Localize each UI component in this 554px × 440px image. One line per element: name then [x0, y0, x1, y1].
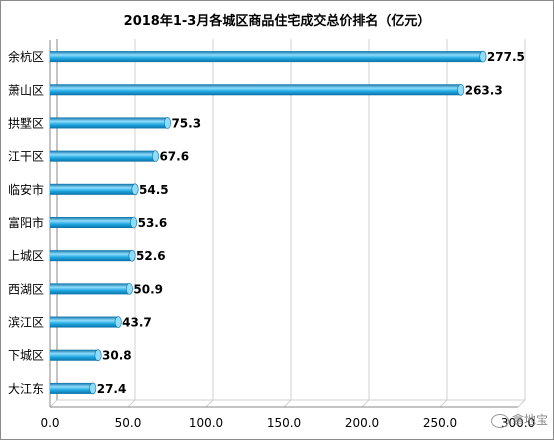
bar-body: [50, 349, 99, 361]
data-label: 67.6: [159, 150, 189, 164]
data-label: 50.9: [133, 282, 163, 296]
bar-body: [50, 51, 483, 63]
x-tick-label: 250.0: [423, 416, 457, 430]
bar-cap: [131, 183, 139, 196]
x-tick-label: 300.0: [501, 416, 535, 430]
labels: 0.0 50.0 100.0 150.0 200.0 250.0 300.0 余杭区 277.5…: [8, 49, 535, 430]
bar-body: [50, 382, 93, 394]
data-label: 277.5: [487, 50, 525, 64]
bar-body: [50, 183, 136, 195]
y-tick-label: 大江东: [8, 382, 44, 396]
bar-body: [50, 217, 134, 228]
x-tick-label: 0.0: [40, 416, 59, 430]
data-label: 75.3: [171, 116, 201, 130]
bar-cap: [89, 382, 97, 395]
x-tick-label: 100.0: [189, 416, 223, 430]
bar: [50, 316, 122, 328]
data-label: 54.5: [139, 183, 169, 197]
watermark-text: 拿地宝: [511, 413, 548, 427]
bar: [50, 382, 97, 395]
x-tick-label: 150.0: [267, 416, 301, 430]
bar-body: [50, 84, 461, 96]
bar-body: [50, 117, 168, 129]
wechat-icon: [490, 413, 509, 428]
floor-gridline: [439, 399, 448, 408]
data-label: 53.6: [138, 216, 168, 230]
floor-gridline: [49, 399, 58, 408]
bar-cap: [151, 150, 159, 162]
chart-title: 2018年1-3月各城区商品住宅成交总价排名（亿元）: [123, 14, 431, 29]
bar-body: [50, 150, 156, 162]
data-label: 30.8: [102, 349, 132, 363]
bar-body: [50, 316, 119, 328]
watermark: 拿地宝: [490, 411, 548, 428]
bars: [50, 50, 487, 395]
bar-cap: [94, 349, 102, 362]
bar: [50, 249, 136, 262]
bar: [50, 183, 139, 196]
bar-cap: [479, 50, 487, 63]
data-label: 43.7: [122, 316, 152, 330]
y-tick-label: 拱墅区: [8, 116, 44, 130]
bar-cap: [457, 83, 465, 96]
data-label: 27.4: [97, 382, 127, 396]
bar-cap: [163, 117, 171, 129]
y-tick-label: 江干区: [8, 150, 44, 164]
bar-cap: [114, 316, 122, 328]
floor-gridline: [361, 399, 370, 408]
x-tick-label: 200.0: [345, 416, 379, 430]
floor-gridline: [127, 399, 136, 408]
bar: [50, 349, 102, 362]
bar: [50, 150, 159, 162]
floor-gridline: [205, 399, 214, 408]
data-label: 263.3: [465, 83, 503, 97]
bar: [50, 83, 465, 96]
bar-cap: [130, 216, 138, 229]
bar-body: [50, 250, 133, 262]
y-tick-label: 西湖区: [8, 281, 44, 296]
y-tick-label: 下城区: [8, 349, 44, 363]
y-tick-label: 富阳市: [8, 215, 44, 230]
y-tick-label: 滨江区: [8, 315, 44, 330]
y-tick-label: 上城区: [8, 249, 44, 263]
bar-cap: [125, 283, 133, 295]
data-label: 52.6: [136, 249, 166, 263]
bar-cap: [128, 249, 136, 262]
bar: [50, 117, 171, 129]
bar: [50, 283, 133, 295]
bar: [50, 50, 487, 63]
y-tick-label: 临安市: [8, 182, 44, 197]
floor-gridline: [517, 399, 526, 408]
y-tick-label: 萧山区: [8, 83, 44, 97]
x-tick-label: 50.0: [115, 416, 142, 430]
bar-body: [50, 283, 130, 295]
bar: [50, 216, 138, 229]
floor-gridline: [283, 399, 292, 408]
y-tick-label: 余杭区: [8, 49, 44, 64]
